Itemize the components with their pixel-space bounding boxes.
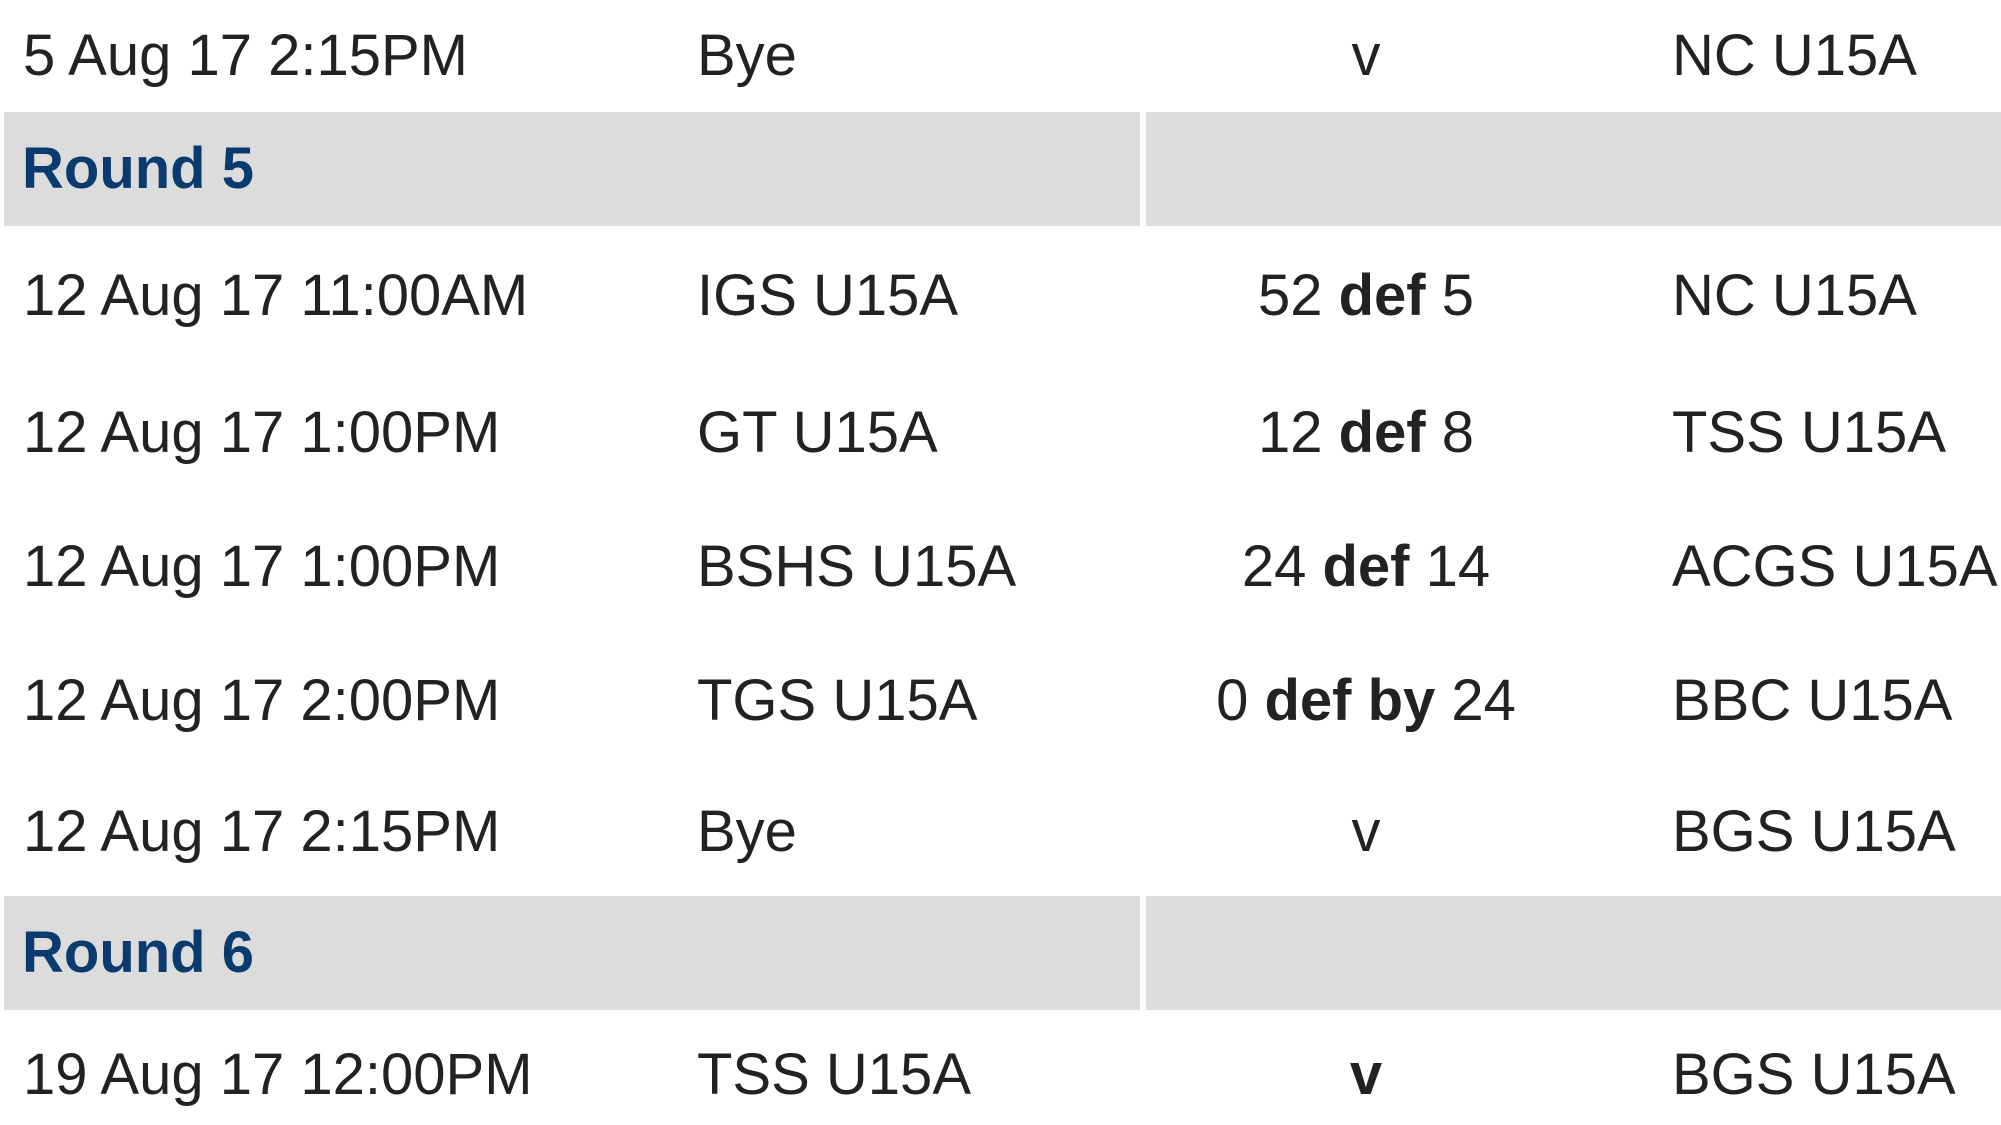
match-result: v [1118, 768, 1614, 896]
home-team[interactable]: IGS U15A [697, 263, 959, 328]
away-team[interactable]: NC U15A [1672, 23, 1917, 88]
result-word: def [1338, 263, 1426, 328]
result-word: v [1349, 1042, 1383, 1107]
fixture-row: 12 Aug 17 2:15PM Bye v BGS U15A [0, 768, 2001, 896]
away-team[interactable]: ACGS U15A [1672, 534, 1998, 599]
home-team[interactable]: Bye [697, 799, 797, 864]
result-word: v [1351, 799, 1381, 864]
fixture-date: 5 Aug 17 2:15PM [23, 23, 468, 88]
fixture-row: 12 Aug 17 2:00PM TGS U15A 0 def by 24 BB… [0, 634, 2001, 768]
match-result: v [1118, 0, 1614, 112]
away-score: 14 [1425, 534, 1491, 599]
away-team[interactable]: BGS U15A [1672, 799, 1956, 864]
round-band [4, 112, 1140, 226]
round-band [1146, 112, 2001, 226]
home-score: 52 [1257, 263, 1323, 328]
result-word: def by [1264, 668, 1436, 733]
round-header: Round 5 [0, 112, 2001, 226]
away-team[interactable]: BBC U15A [1672, 668, 1953, 733]
away-team[interactable]: TSS U15A [1672, 400, 1946, 465]
away-team[interactable]: NC U15A [1672, 263, 1917, 328]
home-team[interactable]: BSHS U15A [697, 534, 1017, 599]
match-result[interactable]: 24 def 14 [1118, 500, 1614, 634]
fixture-row: 12 Aug 17 1:00PM BSHS U15A 24 def 14 ACG… [0, 500, 2001, 634]
match-result[interactable]: 0 def by 24 [1118, 634, 1614, 768]
fixture-row: 19 Aug 17 12:00PM TSS U15A v BGS U15A [0, 1010, 2001, 1125]
home-team[interactable]: GT U15A [697, 400, 938, 465]
result-word: v [1351, 23, 1381, 88]
fixture-date: 19 Aug 17 12:00PM [23, 1042, 533, 1107]
home-team[interactable]: Bye [697, 23, 797, 88]
home-score: 0 [1216, 668, 1249, 733]
home-score: 12 [1257, 400, 1323, 465]
round-band [1146, 896, 2001, 1010]
fixture-row: 12 Aug 17 11:00AM IGS U15A 52 def 5 NC U… [0, 226, 2001, 366]
home-score: 24 [1241, 534, 1307, 599]
home-team[interactable]: TGS U15A [697, 668, 978, 733]
away-score: 8 [1441, 400, 1475, 465]
round-header: Round 6 [0, 896, 2001, 1010]
fixture-date: 12 Aug 17 2:00PM [23, 668, 501, 733]
round-title: Round 6 [22, 920, 254, 985]
result-word: def [1322, 534, 1410, 599]
fixture-date: 12 Aug 17 1:00PM [23, 534, 501, 599]
fixture-date: 12 Aug 17 1:00PM [23, 400, 501, 465]
round-band [4, 896, 1140, 1010]
match-result[interactable]: 52 def 5 [1118, 226, 1614, 366]
fixture-row: 12 Aug 17 1:00PM GT U15A 12 def 8 TSS U1… [0, 366, 2001, 500]
fixture-date: 12 Aug 17 11:00AM [23, 263, 529, 328]
match-result[interactable]: 12 def 8 [1118, 366, 1614, 500]
round-title: Round 5 [22, 136, 254, 201]
fixture-row: 5 Aug 17 2:15PM Bye v NC U15A [0, 0, 2001, 112]
home-team[interactable]: TSS U15A [697, 1042, 971, 1107]
away-team[interactable]: BGS U15A [1672, 1042, 1956, 1107]
away-score: 24 [1451, 668, 1516, 733]
result-word: def [1338, 400, 1426, 465]
fixture-date: 12 Aug 17 2:15PM [23, 799, 501, 864]
away-score: 5 [1441, 263, 1475, 328]
match-result[interactable]: v [1118, 1010, 1614, 1125]
